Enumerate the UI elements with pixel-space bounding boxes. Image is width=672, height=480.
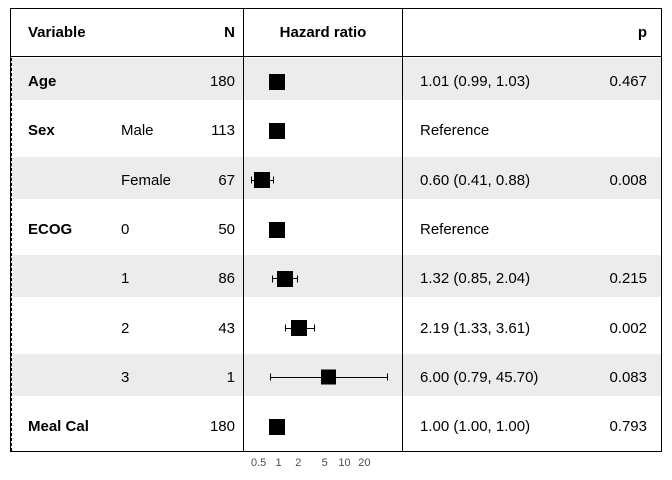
n-value: 180 (209, 418, 235, 436)
plot-cell (243, 57, 403, 107)
ci-whisker-cap (285, 324, 287, 332)
hr-point-marker (320, 369, 336, 385)
n-column-header: N (224, 24, 235, 41)
label-cell: 1 86 (11, 254, 243, 303)
ci-whisker-cap (273, 176, 275, 184)
estimate-cell: 0.60 (0.41, 0.88) 0.008 (403, 156, 661, 205)
hazard-ratio-estimate: 0.60 (0.41, 0.88) (420, 171, 531, 189)
axis-tick-label: 2 (295, 457, 302, 469)
level-label: 3 (121, 368, 130, 386)
estimate-cell: 1.01 (0.99, 1.03) 0.467 (403, 57, 661, 106)
x-axis: 0.5 1 2 5 10 20 (0, 457, 672, 473)
table-row: 2 43 2.19 (1.33, 3.61) 0.002 (11, 303, 661, 353)
header-cell-plot: Hazard ratio (243, 9, 403, 56)
label-cell: Meal Cal 180 (11, 402, 243, 451)
axis-tick-label: 5 (321, 457, 328, 469)
p-value: 0.215 (609, 270, 647, 288)
plot-cell (243, 303, 403, 353)
variable-column-header: Variable (28, 24, 86, 41)
plot-cell (243, 402, 403, 452)
ci-whisker-cap (313, 324, 315, 332)
hr-point-marker (269, 221, 285, 238)
level-label: Female (121, 171, 172, 189)
header-cell-variable: Variable N (11, 9, 243, 56)
plot-cell (243, 352, 403, 403)
estimate-cell: Reference (403, 106, 661, 155)
p-value: 0.002 (609, 319, 647, 337)
variable-label: Age (28, 73, 57, 91)
plot-cell (243, 204, 403, 255)
table-header-row: Variable N Hazard ratio p (11, 9, 661, 57)
table-body: Age 180 1.01 (0.99, 1.03) 0.467 Sex Male… (11, 57, 661, 452)
label-cell: 2 43 (11, 303, 243, 352)
hazard-ratio-estimate: 6.00 (0.79, 45.70) (420, 368, 539, 386)
p-column-header: p (637, 24, 647, 41)
estimate-cell: 1.00 (1.00, 1.00) 0.793 (403, 402, 661, 451)
table-row: Female 67 0.60 (0.41, 0.88) 0.008 (11, 155, 661, 205)
label-cell: Sex Male 113 (11, 106, 243, 155)
table-row: Age 180 1.01 (0.99, 1.03) 0.467 (11, 57, 661, 107)
plot-cell (243, 155, 403, 205)
n-value: 180 (209, 73, 235, 91)
p-value: 0.793 (609, 418, 647, 436)
hazard-ratio-estimate: 2.19 (1.33, 3.61) (420, 319, 531, 337)
ci-whisker-cap (386, 373, 388, 381)
hazard-ratio-estimate: 1.01 (0.99, 1.03) (420, 73, 531, 91)
p-value: 0.467 (609, 73, 647, 91)
n-value: 113 (211, 122, 235, 140)
label-cell: Female 67 (11, 156, 243, 205)
table-row: Meal Cal 180 1.00 (1.00, 1.00) 0.793 (11, 402, 661, 452)
hr-point-marker (269, 73, 286, 90)
ci-whisker-cap (251, 176, 253, 184)
level-label: 0 (121, 221, 130, 239)
hazard-ratio-column-header: Hazard ratio (279, 24, 367, 41)
forest-plot-table: Variable N Hazard ratio p Age 180 1.01 (… (10, 8, 662, 453)
plot-cell (243, 106, 403, 156)
estimate-cell: 1.32 (0.85, 2.04) 0.215 (403, 254, 661, 303)
p-value: 0.083 (609, 368, 647, 386)
axis-tick-label: 20 (358, 457, 371, 469)
variable-label: Meal Cal (28, 418, 89, 436)
ci-whisker-cap (297, 275, 299, 283)
n-value: 50 (218, 221, 235, 239)
axis-tick-label: 10 (338, 457, 351, 469)
estimate-cell: 2.19 (1.33, 3.61) 0.002 (403, 303, 661, 352)
hr-point-marker (254, 172, 271, 189)
variable-label: ECOG (28, 221, 73, 239)
label-cell: ECOG 0 50 (11, 205, 243, 254)
hr-point-marker (276, 270, 293, 287)
axis-tick-label: 0.5 (250, 457, 267, 469)
level-label: 1 (121, 270, 130, 288)
ci-whisker-cap (272, 275, 274, 283)
n-value: 43 (218, 319, 235, 337)
table-row: ECOG 0 50 Reference (11, 204, 661, 255)
hr-point-marker (269, 418, 285, 435)
table-row: Sex Male 113 Reference (11, 106, 661, 156)
table-row: 3 1 6.00 (0.79, 45.70) 0.083 (11, 352, 661, 403)
p-value: 0.008 (609, 171, 647, 189)
n-value: 67 (218, 171, 235, 189)
level-label: 2 (121, 319, 130, 337)
variable-label: Sex (28, 122, 55, 140)
header-cell-p: p (403, 9, 661, 56)
reference-line (11, 57, 12, 452)
hazard-ratio-estimate: Reference (420, 221, 490, 239)
hazard-ratio-estimate: 1.00 (1.00, 1.00) (420, 418, 531, 436)
hr-point-marker (291, 320, 308, 337)
hr-point-marker (269, 122, 285, 139)
label-cell: 3 1 (11, 353, 243, 402)
n-value: 1 (226, 368, 235, 386)
axis-tick-label: 1 (275, 457, 282, 469)
label-cell: Age 180 (11, 57, 243, 106)
estimate-cell: Reference (403, 205, 661, 254)
plot-cell (243, 254, 403, 304)
estimate-cell: 6.00 (0.79, 45.70) 0.083 (403, 353, 661, 402)
table-row: 1 86 1.32 (0.85, 2.04) 0.215 (11, 254, 661, 304)
n-value: 86 (218, 270, 235, 288)
hazard-ratio-estimate: Reference (420, 122, 490, 140)
hazard-ratio-estimate: 1.32 (0.85, 2.04) (420, 270, 531, 288)
ci-whisker-cap (270, 373, 272, 381)
level-label: Male (121, 122, 154, 140)
